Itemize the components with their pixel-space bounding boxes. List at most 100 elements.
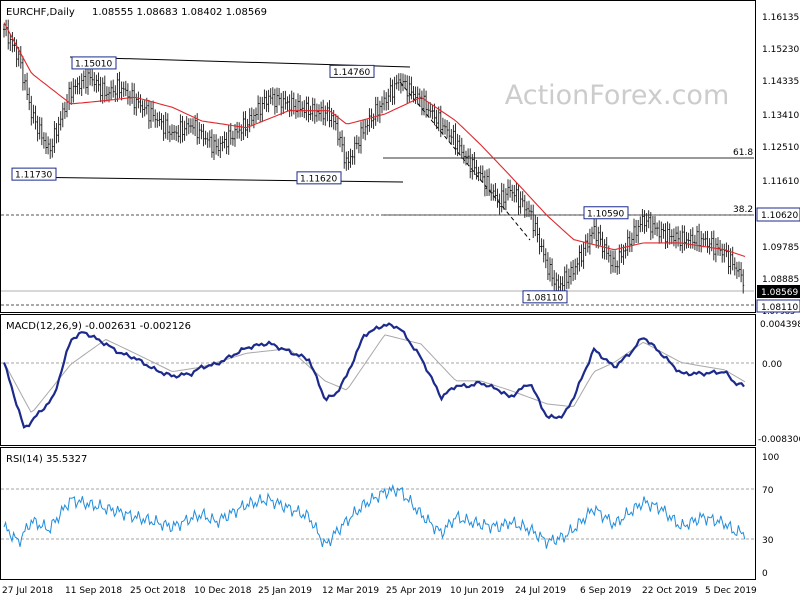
ohlc-bar [704,231,707,247]
ohlc-bar [408,75,411,102]
ohlc-bar [389,77,392,103]
ohlc-bar [231,130,234,146]
ohlc-bar [475,159,478,180]
ohlc-bar [721,243,724,263]
x-tick: 25 Apr 2019 [386,586,442,596]
ohlc-bar [693,234,696,251]
ohlc-bar [605,237,608,260]
ohlc-bar [433,103,436,126]
ohlc-bar [219,136,222,158]
ohlc-bar [181,115,184,143]
ohlc-bar [315,103,318,122]
annotation-box [583,206,629,220]
macd-line [2,322,745,429]
ohlc-bar [139,94,142,113]
macd-signal-line [3,334,746,413]
ohlc-bar [364,119,367,141]
ohlc-bar [332,109,335,130]
ohlc-bar [13,37,16,52]
ohlc-bar [261,96,264,123]
ohlc-bar [500,182,503,213]
ohlc-bar [708,238,711,255]
ohlc-bar [437,106,440,132]
ohlc-bar [72,78,75,103]
ohlc-bar [458,135,461,154]
ohlc-bar [187,118,190,135]
ohlc-bar [267,89,270,113]
ohlc-bar [305,96,308,121]
ohlc-bar [553,270,556,291]
ohlc-bar [61,102,64,128]
ohlc-bar [326,102,329,122]
ohlc-bar [76,77,79,95]
ohlc-bar [513,184,516,203]
ohlc-bar [567,268,570,289]
ohlc-bar [570,261,572,285]
ohlc-bar [706,230,709,253]
ohlc-bar [255,107,257,124]
ohlc-bar [507,179,509,201]
sma-line [3,22,746,258]
ohlc-bar [57,116,60,143]
ohlc-bar [242,111,245,141]
ohlc-bar [147,99,150,129]
ohlc-bar [574,258,577,280]
rsi-line [3,483,746,549]
ohlc-bar [446,120,449,138]
ohlc-bar [223,131,226,149]
ohlc-bar [664,223,667,250]
ohlc-bar [538,227,541,255]
ohlc-bar [156,112,159,128]
ohlc-bar [561,276,564,293]
ohlc-bar [679,230,682,251]
ohlc-bar [431,105,434,120]
ohlc-bar [540,238,543,253]
ohlc-bar [347,151,350,170]
ohlc-bar [179,114,182,144]
ohlc-bar [530,204,533,220]
macd-panel [0,314,756,446]
ohlc-bar [427,101,430,118]
ohlc-bar [486,169,488,196]
ohlc-label: 1.08555 1.08683 1.08402 1.08569 [92,7,267,18]
price-annotations: 1.15010 1.14760 1.11730 1.11620 1.10590 1.081… [11,56,629,304]
ohlc-bar [387,88,390,110]
ohlc-bar [483,170,486,197]
ohlc-bar [452,124,455,146]
ohlc-bar [248,108,251,133]
ohlc-bar [383,90,386,111]
ohlc-bar [402,73,404,92]
ohlc-bar [150,101,152,128]
ohlc-bar [717,237,719,256]
ohlc-bar [469,148,472,179]
ohlc-bar [393,76,396,105]
ohlc-bar [534,215,537,237]
ohlc-bar [38,116,41,140]
ohlc-bar [435,109,438,130]
ohlc-bar [719,240,722,257]
ohlc-bar [288,94,291,118]
ohlc-bar [656,222,659,237]
ohlc-bar [733,257,736,276]
ohlc-bar [473,151,476,175]
ohlc-bar [588,228,591,255]
ohlc-bar [124,80,127,97]
ohlc-bar [282,90,285,114]
ohlc-bar [662,223,665,239]
ohlc-bar [273,88,276,115]
rsi-title: RSI(14) 35.5327 [6,454,87,465]
ohlc-bar [702,233,705,248]
ohlc-bar [171,124,173,140]
ohlc-bar [215,134,218,155]
ohlc-bar [546,252,549,281]
ohlc-bar [89,67,92,86]
ohlc-bar [696,225,698,252]
ohlc-bar [509,179,512,198]
ohlc-bar [641,209,644,232]
ohlc-bar [299,95,302,118]
ohlc-bar [565,264,568,290]
watermark: ActionForex.com [505,80,730,111]
ohlc-bar [395,74,398,90]
ohlc-bar [84,68,87,94]
